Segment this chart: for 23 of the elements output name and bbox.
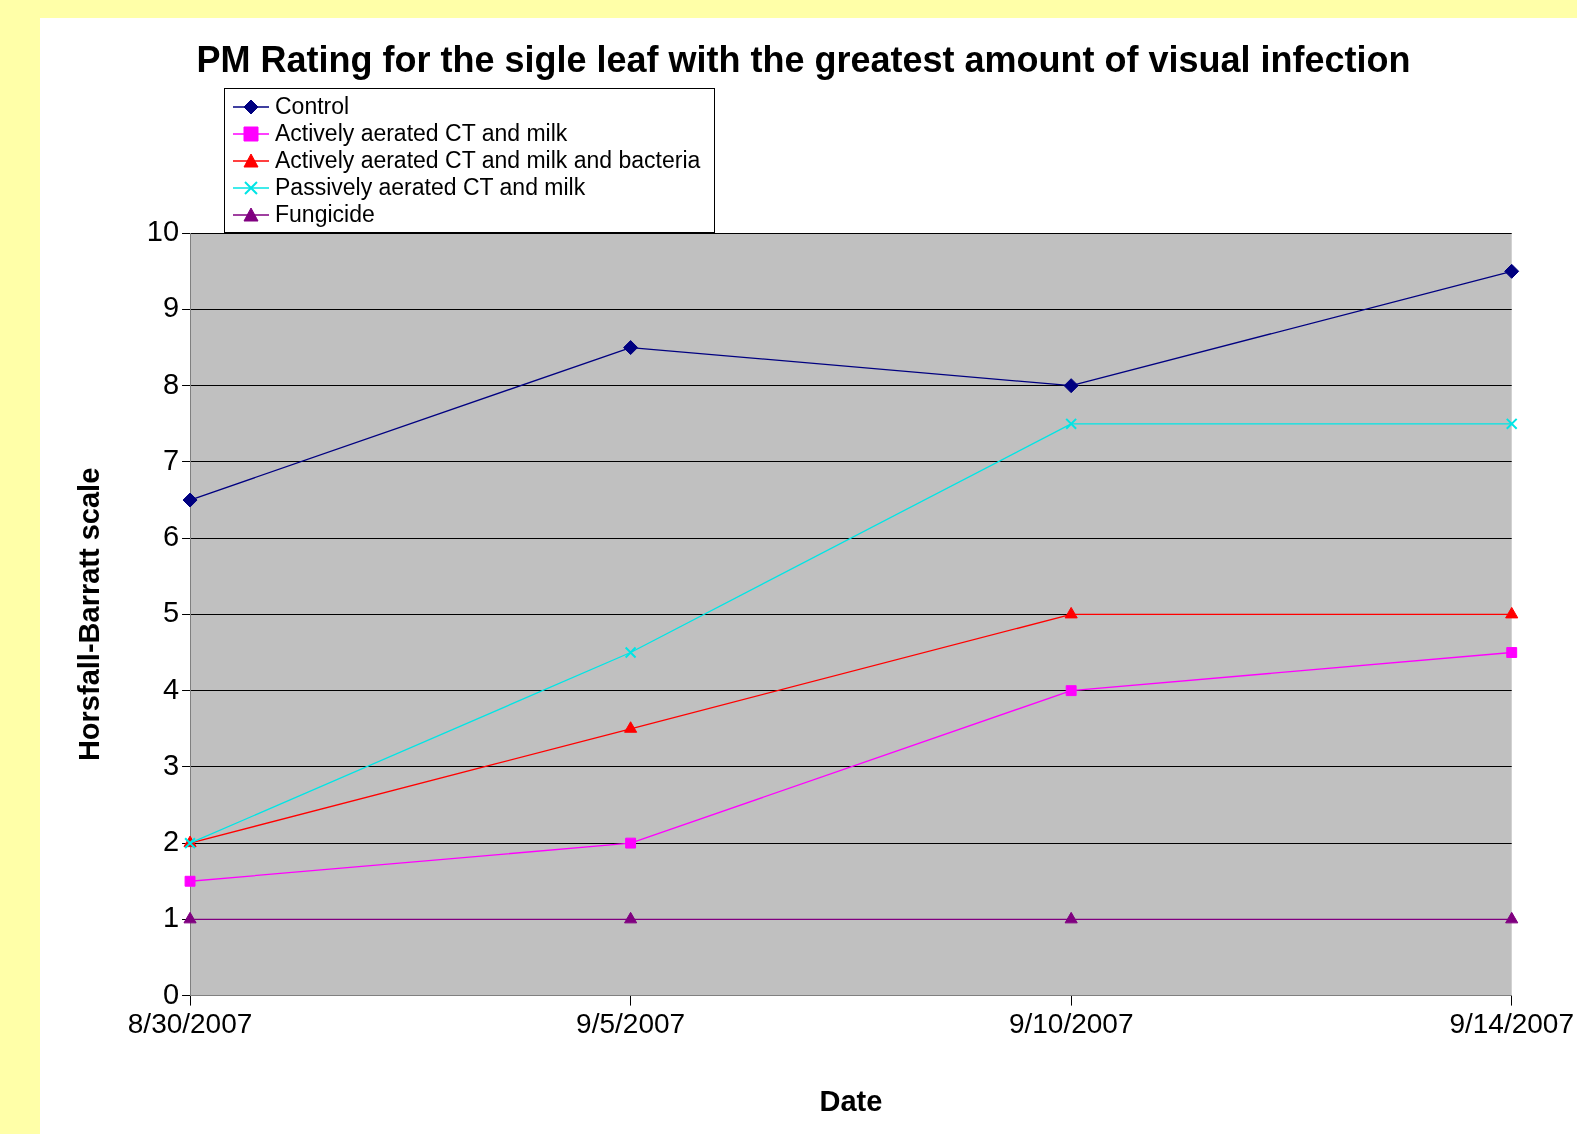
legend-label: Actively aerated CT and milk and bacteria — [275, 147, 701, 174]
y-tick-label: 0 — [162, 977, 180, 1010]
legend-label: Passively aerated CT and milk — [275, 174, 586, 201]
y-tick-label: 5 — [162, 596, 180, 629]
x-tick-label: 9/14/2007 — [1449, 1008, 1575, 1040]
legend-label: Actively aerated CT and milk — [275, 120, 568, 147]
y-tick-label: 3 — [162, 748, 180, 781]
y-axis-title: Horsfall-Barratt scale — [73, 467, 106, 762]
y-tick-label: 9 — [162, 291, 180, 324]
y-tick-label: 7 — [162, 443, 180, 476]
y-tick-label: 4 — [162, 672, 180, 705]
y-tick-label: 10 — [146, 215, 180, 248]
x-tick-label: 9/10/2007 — [1008, 1008, 1134, 1040]
y-tick-label: 1 — [162, 901, 180, 934]
y-tick-label: 8 — [162, 367, 180, 400]
y-tick-label: 6 — [162, 520, 180, 553]
legend-label: Fungicide — [275, 201, 375, 228]
x-tick-label: 9/5/2007 — [576, 1008, 686, 1040]
y-tick-label: 2 — [162, 825, 180, 858]
x-axis-title: Date — [819, 1084, 883, 1117]
legend-label: Control — [275, 93, 350, 120]
x-tick-label: 8/30/2007 — [127, 1008, 253, 1040]
chart-title: PM Rating for the sigle leaf with the greatest amount of visual infection — [196, 38, 1411, 80]
